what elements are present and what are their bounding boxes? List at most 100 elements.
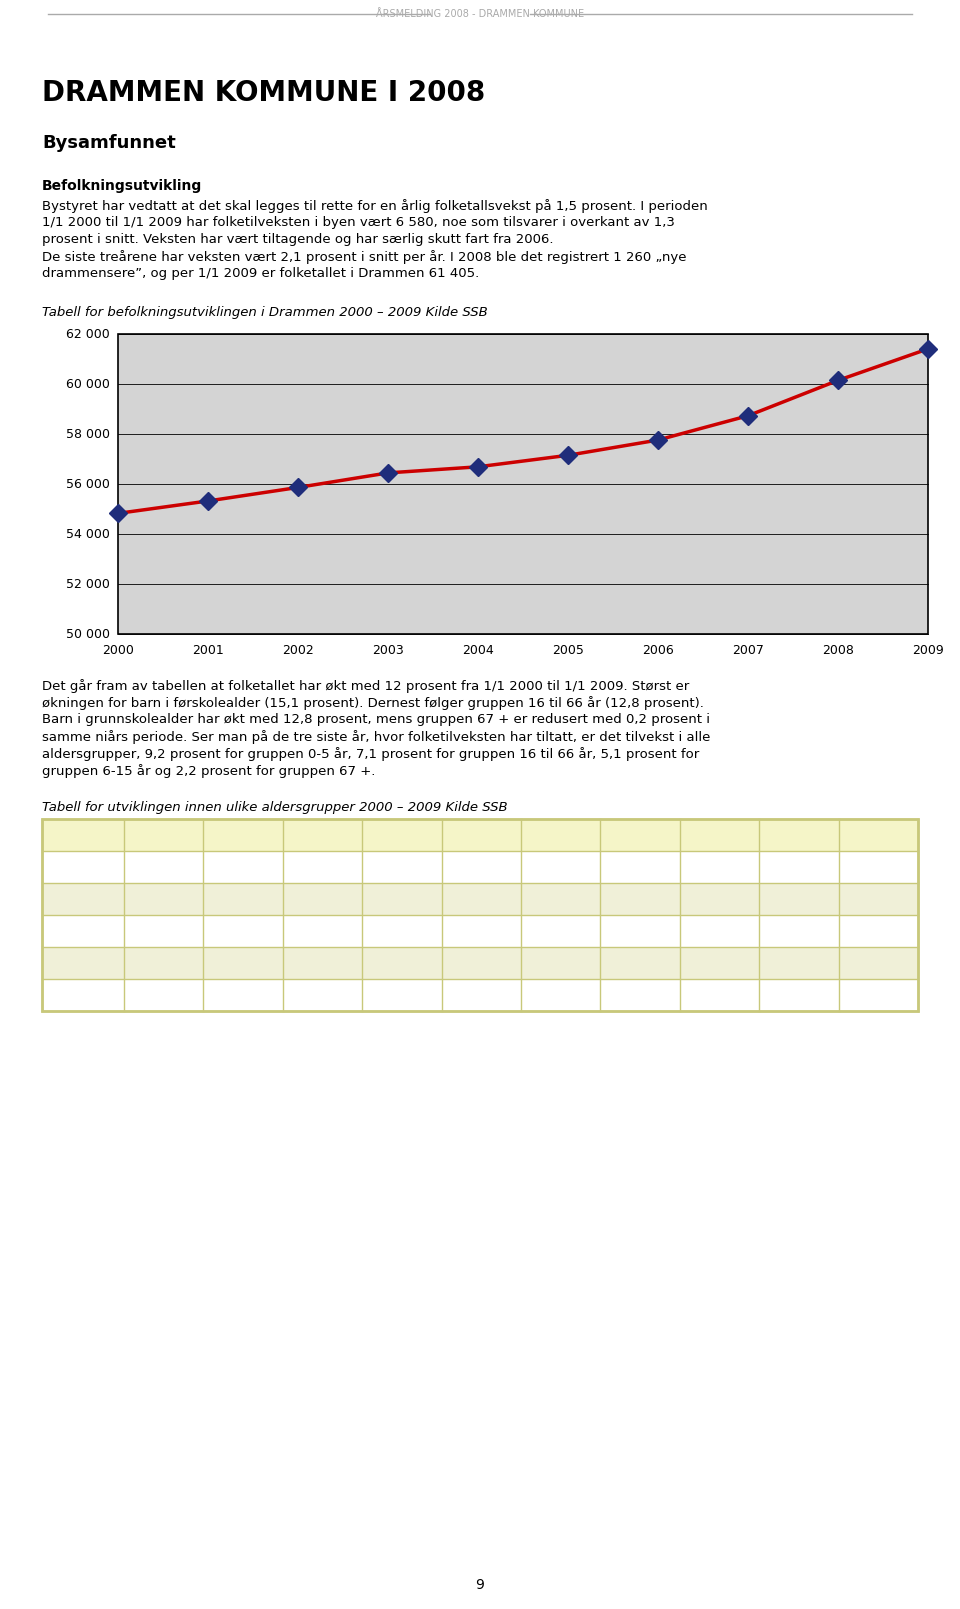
Text: 2008: 2008 — [781, 829, 816, 842]
Text: De siste treårene har veksten vært 2,1 prosent i snitt per år. I 2008 ble det re: De siste treårene har veksten vært 2,1 p… — [42, 249, 686, 264]
Text: 2003: 2003 — [372, 644, 404, 656]
Bar — [42, 819, 918, 1010]
Text: 2006: 2006 — [642, 644, 674, 656]
Text: 57 759: 57 759 — [616, 988, 664, 1001]
Text: 37 460: 37 460 — [380, 925, 423, 938]
Text: Tabell for utviklingen innen ulike aldersgrupper 2000 – 2009 Kilde SSB: Tabell for utviklingen innen ulike alder… — [42, 801, 508, 814]
Bar — [42, 978, 918, 1010]
Text: 54 000: 54 000 — [66, 528, 110, 541]
Text: 36 111: 36 111 — [142, 925, 185, 938]
Text: 4 485: 4 485 — [781, 861, 817, 874]
Text: 57 148: 57 148 — [537, 988, 585, 1001]
Text: 2009: 2009 — [861, 829, 896, 842]
Text: 40 384: 40 384 — [777, 925, 821, 938]
Text: 61 405: 61 405 — [854, 988, 902, 1001]
Text: 37 748: 37 748 — [460, 925, 503, 938]
Text: 1/1 2000 til 1/1 2009 har folketilveksten i byen vært 6 580, noe som tilsvarer i: 1/1 2000 til 1/1 2009 har folketilvekste… — [42, 216, 675, 228]
Text: 4 714: 4 714 — [860, 861, 896, 874]
Text: 16 - 66 år: 16 - 66 år — [48, 925, 115, 938]
Text: 56 444: 56 444 — [378, 988, 426, 1001]
Text: 8 198: 8 198 — [781, 956, 817, 970]
Text: 55 321: 55 321 — [219, 988, 267, 1001]
Text: 41 269: 41 269 — [856, 925, 900, 938]
Text: 2007: 2007 — [702, 829, 737, 842]
Text: aldersgrupper, 9,2 prosent for gruppen 0-5 år, 7,1 prosent for gruppen 16 til 66: aldersgrupper, 9,2 prosent for gruppen 0… — [42, 747, 699, 761]
Text: 6 738: 6 738 — [384, 893, 420, 906]
Text: 4 215: 4 215 — [384, 861, 420, 874]
Text: 6 932: 6 932 — [702, 893, 737, 906]
Text: 2009: 2009 — [912, 644, 944, 656]
Text: 2008: 2008 — [822, 644, 854, 656]
Text: 2004: 2004 — [464, 829, 499, 842]
Text: ÅRSMELDING 2008 - DRAMMEN KOMMUNE: ÅRSMELDING 2008 - DRAMMEN KOMMUNE — [376, 10, 584, 19]
Bar — [42, 916, 918, 948]
Text: 8 122: 8 122 — [304, 956, 340, 970]
Text: 2006: 2006 — [623, 829, 658, 842]
Text: 36 945: 36 945 — [300, 925, 345, 938]
Text: 8 139: 8 139 — [702, 956, 737, 970]
Text: prosent i snitt. Veksten har vært tiltagende og har særlig skutt fart fra 2006.: prosent i snitt. Veksten har vært tiltag… — [42, 233, 554, 246]
Text: 58 000: 58 000 — [66, 428, 110, 441]
Text: 6 859: 6 859 — [622, 893, 658, 906]
Text: 54 825: 54 825 — [140, 988, 188, 1001]
Text: 56 688: 56 688 — [458, 988, 505, 1001]
Text: 4 208: 4 208 — [304, 861, 341, 874]
Text: drammensere”, og per 1/1 2009 er folketallet i Drammen 61 405.: drammensere”, og per 1/1 2009 er folketa… — [42, 267, 479, 280]
Text: 2007: 2007 — [732, 644, 764, 656]
Text: økningen for barn i førskolealder (15,1 prosent). Dernest følger gruppen 16 til : økningen for barn i førskolealder (15,1 … — [42, 697, 704, 710]
Bar — [42, 948, 918, 978]
Text: 60 145: 60 145 — [775, 988, 823, 1001]
Text: 8 031: 8 031 — [384, 956, 420, 970]
Text: 62 000: 62 000 — [66, 328, 110, 341]
Text: Bysamfunnet: Bysamfunnet — [42, 134, 176, 151]
Text: Befolkningsutvikling: Befolkningsutvikling — [42, 179, 203, 193]
Text: 7 954: 7 954 — [464, 956, 499, 970]
Text: 2001: 2001 — [192, 644, 224, 656]
Bar — [42, 851, 918, 883]
Text: 2005: 2005 — [552, 644, 584, 656]
Text: 56 000: 56 000 — [66, 478, 110, 491]
Text: samme niårs periode. Ser man på de tre siste år, hvor folketilveksten har tiltat: samme niårs periode. Ser man på de tre s… — [42, 730, 710, 743]
Text: 55 862: 55 862 — [299, 988, 347, 1001]
Text: Tabell for befolkningsutviklingen i Drammen 2000 – 2009 Kilde SSB: Tabell for befolkningsutviklingen i Dram… — [42, 306, 488, 319]
Text: 8 141: 8 141 — [226, 956, 261, 970]
Text: 2002: 2002 — [305, 829, 340, 842]
Text: 2003: 2003 — [384, 829, 420, 842]
Text: 58 730: 58 730 — [696, 988, 743, 1001]
Text: 38 543: 38 543 — [618, 925, 661, 938]
Text: Barn i grunnskolealder har økt med 12,8 prosent, mens gruppen 67 + er redusert m: Barn i grunnskolealder har økt med 12,8 … — [42, 713, 710, 726]
Text: 9: 9 — [475, 1578, 485, 1591]
Bar — [118, 335, 928, 634]
Text: 39 270: 39 270 — [698, 925, 741, 938]
Text: 6 - 15 år: 6 - 15 år — [48, 893, 107, 906]
Text: 8 215: 8 215 — [860, 956, 897, 970]
Text: 2005: 2005 — [543, 829, 578, 842]
Text: 2004: 2004 — [462, 644, 493, 656]
Bar — [42, 883, 918, 916]
Text: 7 207: 7 207 — [860, 893, 897, 906]
Text: 4 335: 4 335 — [543, 861, 579, 874]
Text: 4 094: 4 094 — [146, 861, 181, 874]
Text: 4 231: 4 231 — [464, 861, 499, 874]
Text: 2000: 2000 — [102, 644, 134, 656]
Text: 2002: 2002 — [282, 644, 314, 656]
Text: 4 389: 4 389 — [702, 861, 737, 874]
Text: 8 008: 8 008 — [542, 956, 579, 970]
Text: 6 486: 6 486 — [226, 893, 261, 906]
Text: 50 000: 50 000 — [66, 628, 110, 640]
Text: 7 078: 7 078 — [780, 893, 817, 906]
Text: Det går fram av tabellen at folketallet har økt med 12 prosent fra 1/1 2000 til : Det går fram av tabellen at folketallet … — [42, 679, 689, 693]
Text: DRAMMEN KOMMUNE I 2008: DRAMMEN KOMMUNE I 2008 — [42, 79, 485, 108]
Text: 67 år +: 67 år + — [48, 956, 100, 970]
Text: 8 042: 8 042 — [622, 956, 658, 970]
Text: 2001: 2001 — [226, 829, 260, 842]
Bar — [42, 819, 918, 851]
Text: gruppen 6-15 år og 2,2 prosent for gruppen 67 +.: gruppen 6-15 år og 2,2 prosent for grupp… — [42, 764, 375, 779]
Text: 8 233: 8 233 — [146, 956, 181, 970]
Text: 6 387: 6 387 — [146, 893, 181, 906]
Text: 52 000: 52 000 — [66, 578, 110, 591]
Text: 6 587: 6 587 — [304, 893, 341, 906]
Text: 0 - 5 år: 0 - 5 år — [48, 861, 98, 874]
Text: 36 575: 36 575 — [221, 925, 265, 938]
Text: 38 020: 38 020 — [539, 925, 583, 938]
